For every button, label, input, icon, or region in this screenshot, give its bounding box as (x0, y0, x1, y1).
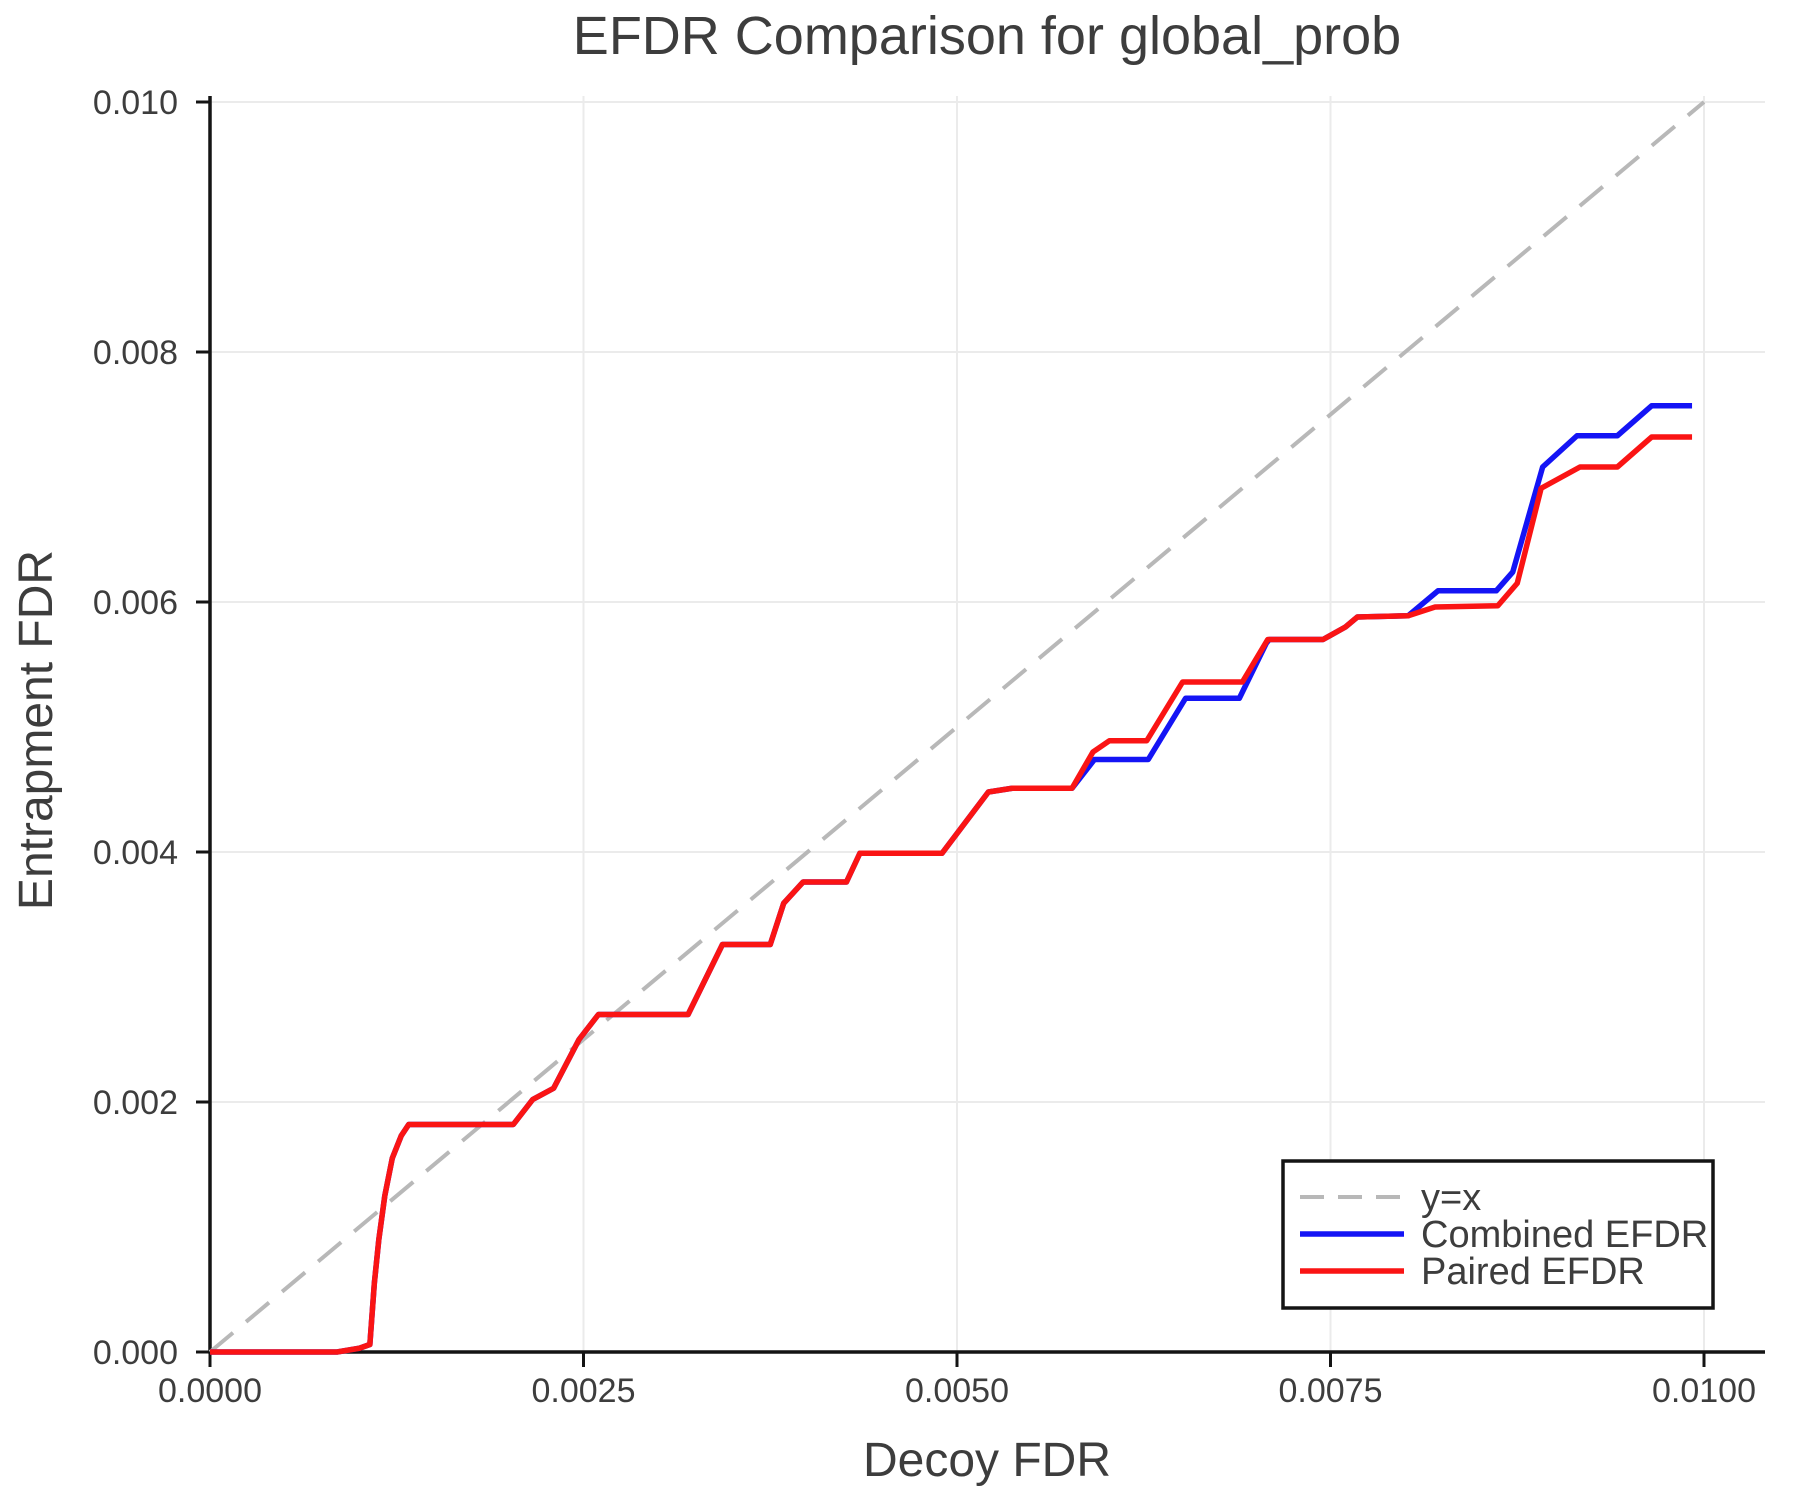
y-tick-label: 0.006 (93, 584, 178, 622)
x-tick-label: 0.0000 (158, 1372, 262, 1410)
series-line-paired-efdr (210, 434, 1693, 1355)
x-tick-label: 0.0075 (1279, 1372, 1383, 1410)
x-tick-label: 0.0100 (1652, 1372, 1756, 1410)
y-tick-label: 0.010 (93, 84, 178, 122)
y-tick-label: 0.000 (93, 1334, 178, 1372)
x-axis-title: Decoy FDR (863, 1434, 1111, 1487)
legend-label: Paired EFDR (1421, 1251, 1645, 1293)
legend-label: y=x (1421, 1177, 1481, 1219)
tick-labels: 0.0000 0.0025 0.0050 0.0075 0.0100 0.000 0.002… (93, 84, 1756, 1410)
x-tick-label: 0.0050 (905, 1372, 1009, 1410)
axes-spines (208, 96, 1765, 1354)
y-tick-label: 0.004 (93, 834, 178, 872)
x-tick-label: 0.0025 (532, 1372, 636, 1410)
chart-title: EFDR Comparison for global_prob (573, 6, 1401, 66)
gridlines (210, 96, 1765, 1352)
data-series (208, 100, 1706, 1355)
legend-label: Combined EFDR (1421, 1214, 1708, 1256)
y-tick-label: 0.008 (93, 334, 178, 372)
identity-line (208, 100, 1706, 1354)
y-tick-label: 0.002 (93, 1084, 178, 1122)
y-axis-title: Entrapment FDR (10, 550, 63, 910)
